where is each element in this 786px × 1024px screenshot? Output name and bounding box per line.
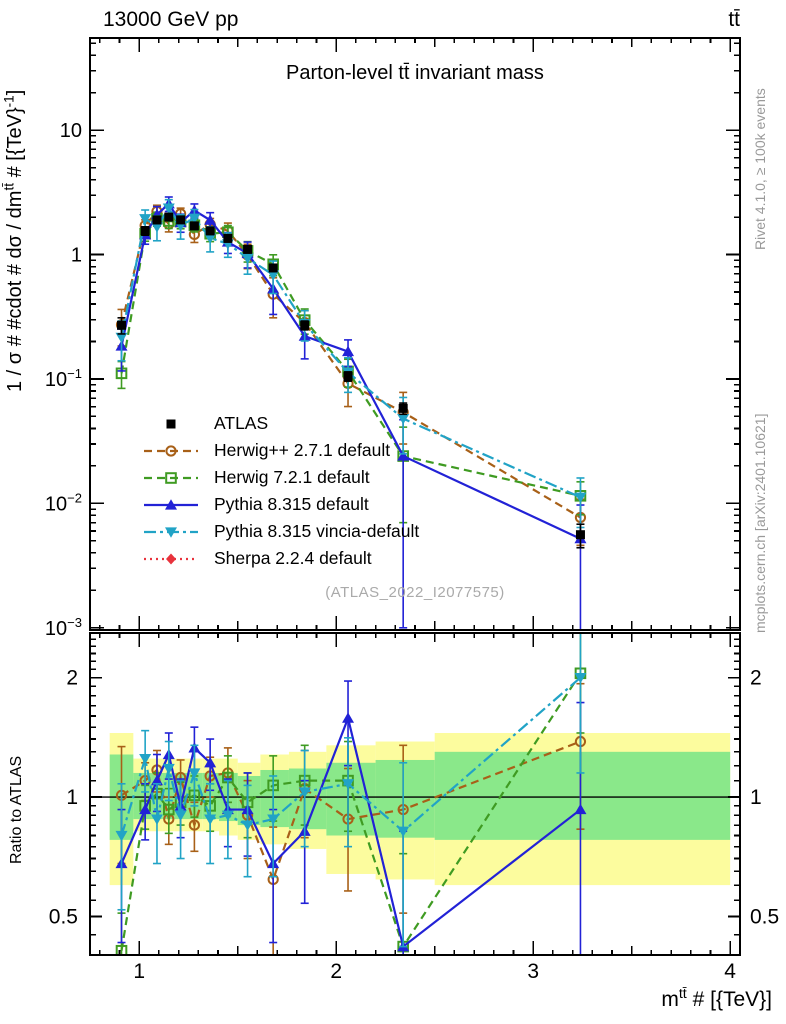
series-pythia-8-315-ratio-line (120, 714, 582, 949)
y-axis-label: 1 / σ # #cdot # dσ / dmtt̄ # [{TeV}-1] (1, 89, 27, 392)
series-pythia-8-315-vincia-ratio (115, 634, 587, 948)
legend-item-pythia-8-315: Pythia 8.315 default (142, 491, 419, 518)
legend-marker-pythia-8-315 (144, 498, 198, 510)
y-main-tick-label: 10−3 (45, 615, 82, 640)
series-pythia-8-315-vincia-ratio-errorbars (117, 634, 585, 948)
series-atlas (117, 212, 585, 549)
legend-marker-pythia-8-315-vincia (144, 526, 198, 538)
y-main-tick-label: 1 (71, 245, 82, 267)
legend-label-herwig-7-2-1: Herwig 7.2.1 default (214, 467, 370, 487)
legend: ATLAS Herwig++ 2.7.1 default Herwig 7.2.1 … (142, 410, 419, 572)
process-label: tt̄ (728, 8, 740, 31)
ratio-tick-label-right: 1 (750, 786, 762, 809)
legend-item-sherpa-2-2-4: Sherpa 2.2.4 default (142, 545, 419, 572)
ratio-tick-label-right: 2 (750, 667, 762, 690)
legend-item-herwig-7-2-1: Herwig 7.2.1 default (142, 464, 419, 491)
legend-label-pythia-8-315: Pythia 8.315 default (214, 494, 369, 514)
x-axis-label-superscript: tt̄ (678, 986, 687, 1002)
legend-item-herwigpp-2-7-1: Herwig++ 2.7.1 default (142, 437, 419, 464)
x-axis-label-units: # [{TeV}] (686, 988, 772, 1011)
x-tick-label: 2 (330, 960, 342, 983)
ratio-tick-label-right: 0.5 (750, 906, 779, 929)
y-axis-label-close: ] (4, 89, 26, 96)
y-axis-label-superscript: tt̄ (1, 182, 17, 191)
axis-ticks (90, 38, 740, 955)
y-axis-label-text: 1 / σ # #cdot # dσ / dm (4, 190, 26, 392)
y-main-tick-label: 10−1 (45, 366, 82, 391)
series-atlas-markers (117, 212, 585, 540)
ratio-tick-label-left: 0.5 (49, 906, 78, 929)
ratio-tick-label-left: 1 (66, 786, 78, 809)
x-tick-label: 4 (724, 960, 736, 983)
legend-label-sherpa-2-2-4: Sherpa 2.2.4 default (214, 548, 372, 568)
legend-marker-atlas (166, 419, 176, 428)
legend-marker-herwigpp-2-7-1 (144, 444, 198, 457)
x-tick-label: 3 (527, 960, 539, 983)
legend-item-pythia-8-315-vincia: Pythia 8.315 vincia-default (142, 518, 419, 545)
legend-label-herwigpp-2-7-1: Herwig++ 2.7.1 default (214, 440, 391, 460)
series-pythia-8-315-vincia-ratio-markers (115, 672, 587, 842)
ratio-axis-label: Ratio to ATLAS (8, 755, 25, 864)
analysis-watermark: (ATLAS_2022_I2077575) (325, 584, 505, 601)
y-main-tick-label: 10 (60, 120, 82, 142)
rivet-version-note: Rivet 4.1.0, ≥ 100k events (752, 88, 768, 250)
x-tick-label: 1 (133, 960, 145, 983)
y-axis-label-units: # [{TeV} (4, 107, 26, 183)
legend-marker-sherpa-2-2-4 (144, 553, 198, 564)
ratio-tick-label-left: 2 (66, 667, 78, 690)
y-axis-label-exponent: -1 (1, 95, 17, 108)
x-axis-label: mtt̄ # [{TeV}] (472, 986, 772, 1012)
legend-label-atlas: ATLAS (214, 413, 269, 433)
plot-title: Parton-level tt̄ invariant mass (286, 62, 544, 84)
legend-marker-herwig-7-2-1 (144, 471, 198, 484)
x-axis-label-text: m (661, 988, 679, 1011)
legend-item-atlas: ATLAS (142, 410, 419, 437)
series-herwig-7-2-1-ratio-line (120, 672, 582, 951)
axis-tick-labels: 1 2 3 4 10 1 10−1 10−2 10−3 2 2 1 1 0.5 0.5 (45, 120, 779, 983)
collision-energy-label: 13000 GeV pp (103, 8, 239, 31)
y-main-tick-label: 10−2 (45, 490, 82, 515)
legend-label-pythia-8-315-vincia: Pythia 8.315 vincia-default (214, 521, 420, 541)
mcplots-citation-note: mcplots.cern.ch [arXiv:2401.10621] (752, 413, 768, 633)
